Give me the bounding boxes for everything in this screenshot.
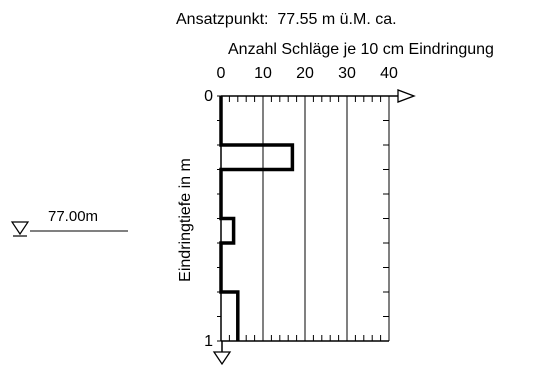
x-tick-label: 40 [380, 65, 398, 82]
water-level-label: 77.00m [48, 208, 98, 225]
chart-title: Ansatzpunkt: 77.55 m ü.M. ca. [176, 11, 397, 28]
blow-count-bar [221, 292, 238, 341]
y-axis-label: Eindringtiefe in m [177, 158, 194, 282]
x-tick-label: 10 [254, 65, 272, 82]
blow-count-bar [221, 145, 292, 170]
depth-end-marker-icon [212, 351, 232, 366]
x-axis-arrow-icon [397, 89, 416, 103]
blow-count-bar [221, 219, 234, 244]
y-tick-label: 1 [204, 333, 213, 350]
x-tick-label: 30 [338, 65, 356, 82]
y-tick-label: 0 [204, 88, 213, 105]
x-axis-label: Anzahl Schläge je 10 cm Eindringung [228, 41, 494, 58]
water-level-icon [10, 221, 30, 237]
blow-count-series-line [219, 96, 295, 341]
x-tick-label: 20 [296, 65, 314, 82]
x-tick-label: 0 [217, 65, 226, 82]
